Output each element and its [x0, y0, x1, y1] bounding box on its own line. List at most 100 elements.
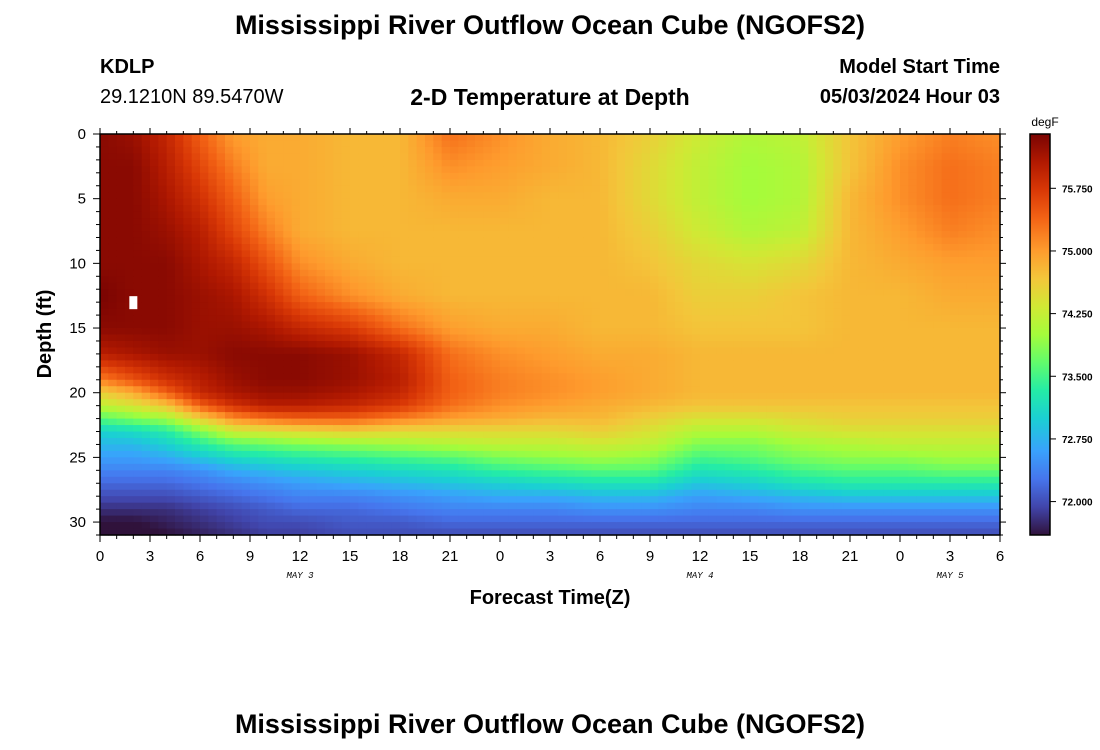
heatmap-cell	[183, 153, 193, 161]
heatmap-cell	[375, 237, 384, 245]
heatmap-cell	[141, 457, 151, 465]
heatmap-cell	[683, 386, 693, 394]
heatmap-cell	[408, 470, 418, 478]
heatmap-cell	[450, 282, 459, 290]
heatmap-cell	[550, 263, 559, 271]
heatmap-cell	[616, 231, 626, 239]
heatmap-cell	[108, 489, 118, 497]
heatmap-cell	[266, 295, 276, 303]
heatmap-cell	[608, 237, 618, 245]
heatmap-cell	[725, 489, 734, 497]
heatmap-cell	[216, 198, 226, 206]
heatmap-cell	[275, 224, 284, 232]
heatmap-cell	[566, 211, 576, 219]
heatmap-cell	[625, 502, 634, 510]
heatmap-cell	[408, 334, 418, 342]
heatmap-cell	[350, 146, 359, 155]
heatmap-cell	[483, 269, 493, 277]
heatmap-cell	[133, 243, 143, 252]
heatmap-cell	[208, 308, 218, 316]
heatmap-cell	[508, 289, 518, 297]
heatmap-cell	[716, 263, 726, 271]
heatmap-cell	[741, 366, 751, 374]
heatmap-cell	[341, 231, 351, 239]
heatmap-cell	[658, 483, 668, 491]
heatmap-cell	[733, 153, 743, 161]
heatmap-cell	[716, 437, 726, 446]
heatmap-cell	[358, 321, 368, 329]
heatmap-cell	[216, 211, 226, 219]
heatmap-cell	[216, 295, 226, 303]
heatmap-cell	[108, 528, 118, 536]
heatmap-cell	[383, 418, 393, 426]
heatmap-cell	[450, 347, 459, 355]
heatmap-cell	[591, 437, 601, 446]
heatmap-cell	[566, 496, 576, 504]
heatmap-cell	[150, 231, 159, 239]
heatmap-cell	[108, 256, 118, 264]
heatmap-cell	[600, 437, 609, 446]
heatmap-cell	[550, 224, 559, 232]
heatmap-cell	[258, 457, 268, 465]
heatmap-cell	[700, 256, 709, 264]
heatmap-cell	[466, 315, 476, 323]
heatmap-cell	[425, 218, 434, 226]
heatmap-cell	[716, 444, 726, 452]
heatmap-cell	[250, 418, 259, 426]
heatmap-cell	[583, 340, 593, 349]
heatmap-cell	[166, 159, 176, 167]
heatmap-cell	[258, 172, 268, 180]
heatmap-cell	[358, 418, 368, 426]
heatmap-cell	[225, 224, 234, 232]
heatmap-cell	[516, 399, 526, 407]
heatmap-cell	[758, 405, 768, 413]
heatmap-cell	[425, 379, 434, 387]
heatmap-cell	[591, 250, 601, 258]
heatmap-cell	[516, 483, 526, 491]
heatmap-cell	[325, 470, 334, 478]
heatmap-cell	[508, 489, 518, 497]
heatmap-cell	[758, 321, 768, 329]
heatmap-cell	[250, 250, 259, 258]
heatmap-cell	[141, 166, 151, 174]
heatmap-cell	[575, 237, 584, 245]
heatmap-cell	[266, 321, 276, 329]
heatmap-cell	[716, 450, 726, 458]
heatmap-cell	[466, 289, 476, 297]
heatmap-cell	[591, 243, 601, 252]
heatmap-cell	[208, 515, 218, 523]
heatmap-cell	[341, 366, 351, 374]
heatmap-cell	[416, 353, 426, 361]
heatmap-cell	[533, 146, 543, 155]
heatmap-cell	[175, 159, 184, 167]
heatmap-cell	[675, 496, 684, 504]
heatmap-cell	[441, 515, 451, 523]
heatmap-cell	[625, 231, 634, 239]
heatmap-cell	[125, 476, 134, 484]
heatmap-cell	[175, 205, 184, 213]
heatmap-cell	[216, 463, 226, 471]
heatmap-cell	[241, 237, 251, 245]
heatmap-cell	[675, 425, 684, 433]
heatmap-cell	[575, 302, 584, 310]
heatmap-cell	[341, 450, 351, 458]
heatmap-cell	[200, 444, 209, 452]
heatmap-cell	[616, 269, 626, 277]
heatmap-cell	[508, 522, 518, 530]
heatmap-cell	[716, 179, 726, 187]
heatmap-cell	[291, 205, 301, 213]
heatmap-cell	[425, 179, 434, 187]
heatmap-cell	[225, 192, 234, 200]
heatmap-cell	[258, 373, 268, 381]
heatmap-cell	[250, 172, 259, 180]
heatmap-cell	[675, 431, 684, 439]
heatmap-cell	[158, 470, 168, 478]
heatmap-cell	[158, 379, 168, 387]
heatmap-cell	[525, 347, 534, 355]
heatmap-cell	[283, 405, 293, 413]
heatmap-cell	[291, 308, 301, 316]
heatmap-cell	[425, 302, 434, 310]
heatmap-cell	[650, 450, 659, 458]
heatmap-cell	[191, 263, 201, 271]
heatmap-cell	[500, 373, 509, 381]
